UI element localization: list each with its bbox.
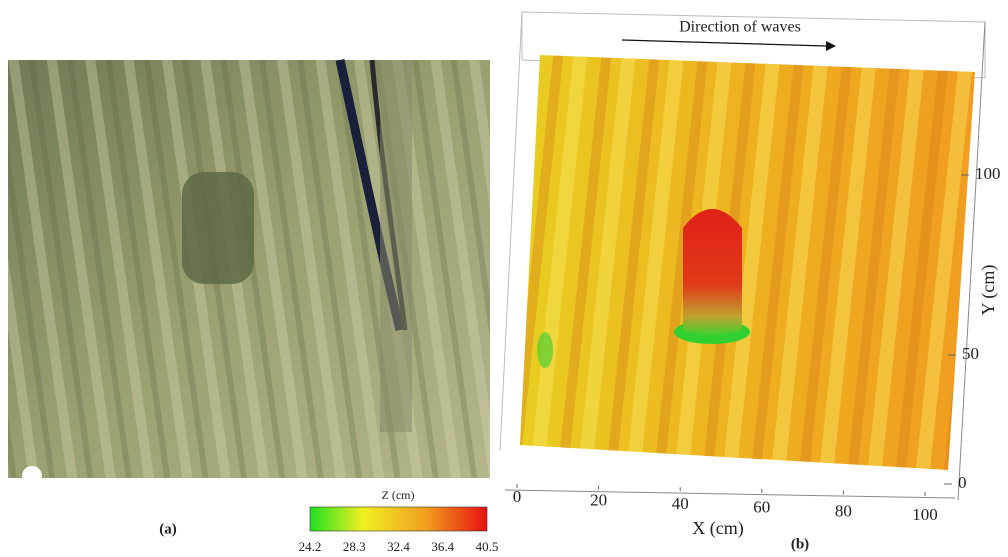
colorbar-tick-label: 36.4 [431, 539, 454, 554]
x-tick-label: 100 [912, 505, 938, 524]
y-tick-label: 100 [975, 164, 1001, 183]
x-axis-label: X (cm) [692, 518, 743, 539]
annotation: Direction of waves [679, 19, 801, 36]
x-tick-label: 60 [753, 498, 770, 517]
x-tick-label: 40 [672, 494, 689, 513]
colorbar-tick-label: 40.5 [476, 539, 499, 554]
colorbar-tick-label: 32.4 [387, 539, 410, 554]
x-tick-label: 80 [835, 501, 852, 520]
colorbar-title: Z (cm) [382, 488, 415, 502]
panel-label: (a) [159, 521, 177, 537]
y-tick-label: 50 [962, 344, 979, 363]
y-axis-label: Y (cm) [978, 265, 999, 316]
panel-label: (b) [791, 536, 809, 552]
colorbar-tick-label: 24.2 [299, 539, 322, 554]
surface-plot [499, 11, 986, 501]
x-tick-label: 20 [590, 491, 607, 510]
photo [8, 59, 490, 486]
y-tick-label: 0 [958, 473, 967, 492]
colorbar-tick-label: 28.3 [343, 539, 366, 554]
colorbar [309, 506, 488, 532]
x-tick-label: 0 [513, 487, 522, 506]
